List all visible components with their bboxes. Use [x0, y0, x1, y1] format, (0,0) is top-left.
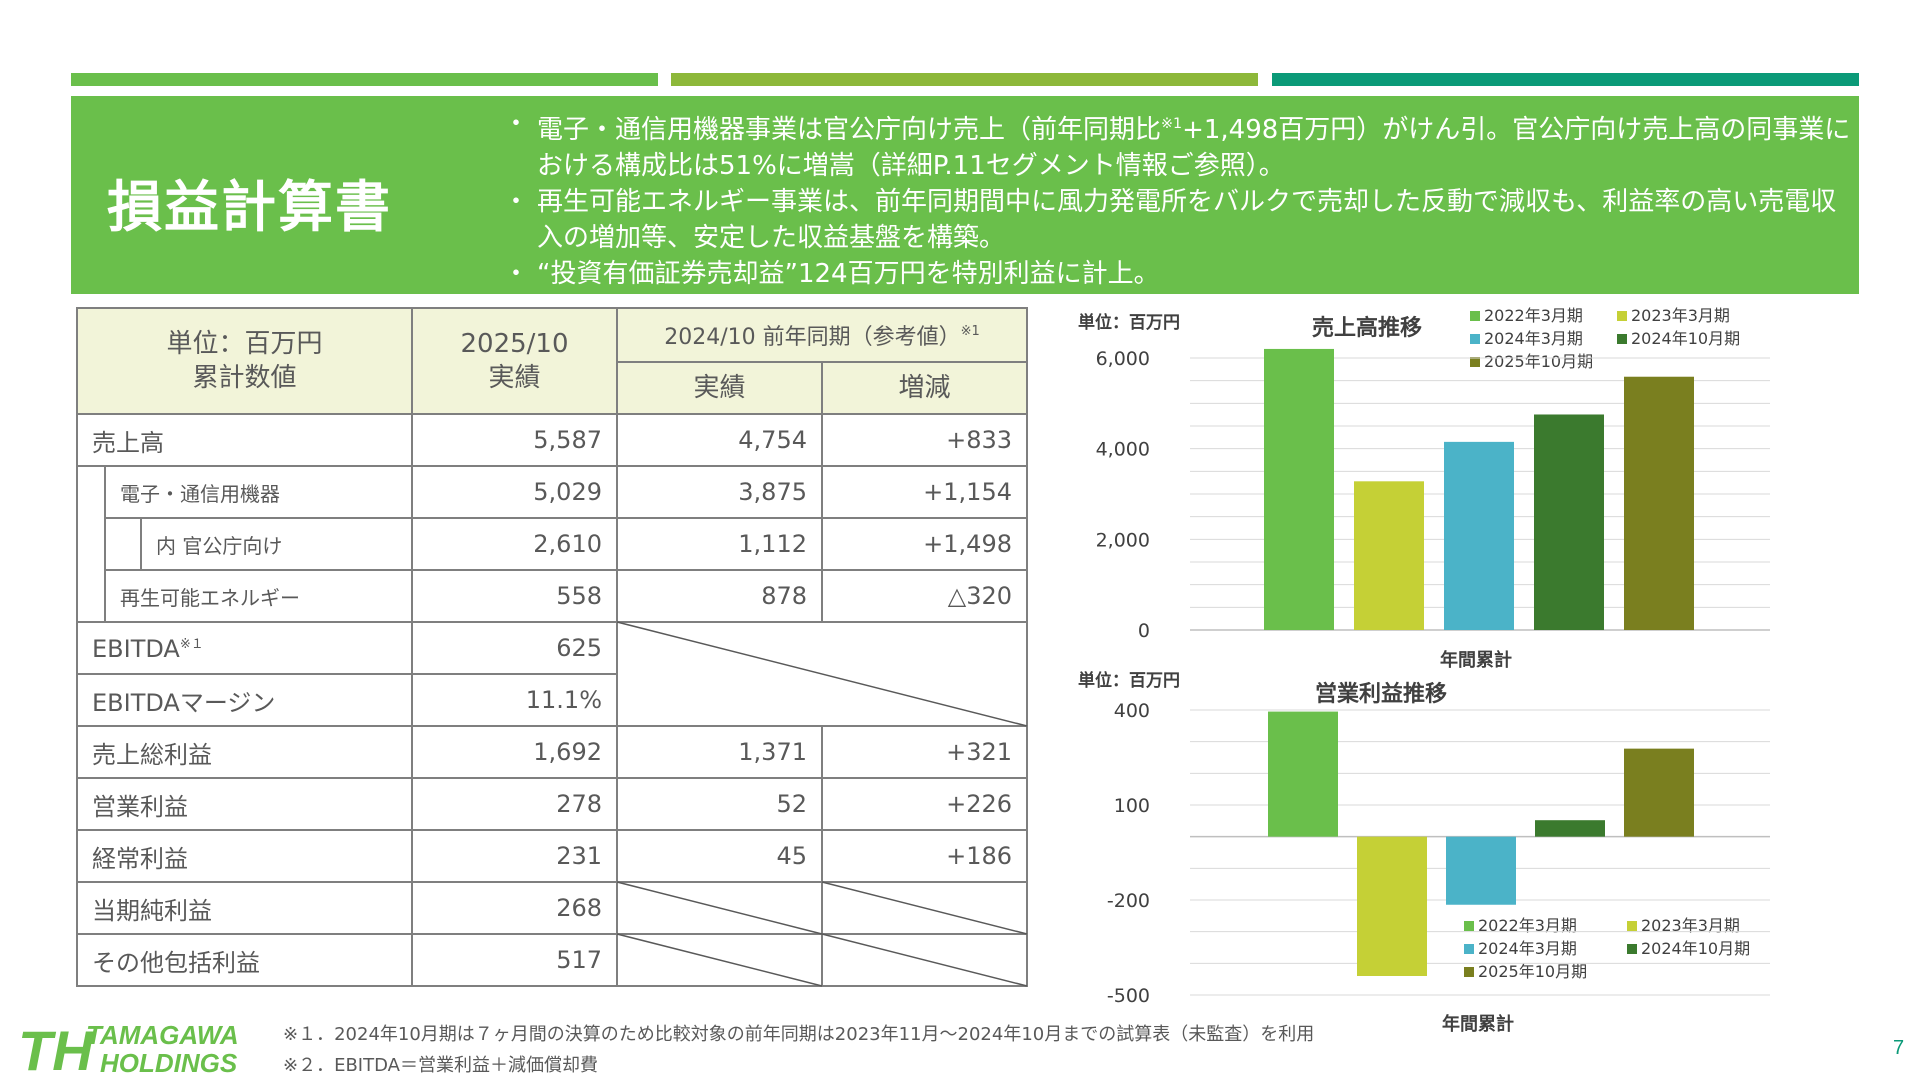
y-tick-label: 0: [1138, 620, 1150, 642]
header-change-cell: 増減: [821, 361, 1028, 415]
legend-label: 2022年3月期: [1484, 306, 1583, 325]
legend-item: 2024年3月期: [1464, 935, 1577, 959]
bar-1: [1264, 348, 1334, 630]
top-accent-bar-teal: [1272, 73, 1859, 86]
y-tick-label: 2,000: [1096, 529, 1150, 551]
company-logo: TH TAMAGAWA HOLDINGS: [18, 1019, 268, 1082]
legend-label: 2022年3月期: [1478, 916, 1577, 935]
table-row: 売上高 5,587 4,754 +833: [76, 413, 1028, 467]
sales-chart-title: 売上高推移: [1312, 316, 1423, 341]
op-chart-xlabel: 年間累計: [1442, 1014, 1514, 1035]
legend-swatch: [1617, 334, 1627, 344]
bar-4: [1534, 414, 1604, 630]
page-title: 損益計算書: [107, 175, 393, 239]
table-row: 営業利益 278 52 +226: [76, 777, 1028, 831]
bar-4: [1535, 820, 1605, 837]
legend-label: 2024年3月期: [1478, 939, 1577, 958]
legend-swatch: [1627, 944, 1637, 954]
footnote-1: ※１．2024年10月期は７ヶ月間の決算のため比較対象の前年同期は2023年11…: [283, 1024, 1315, 1045]
legend-item: 2024年10月期: [1627, 935, 1750, 959]
bar-3: [1444, 441, 1514, 630]
footnotes: ※１．2024年10月期は７ヶ月間の決算のため比較対象の前年同期は2023年11…: [283, 1019, 1314, 1081]
header-banner: 損益計算書 ・電子・通信用機器事業は官公庁向け売上（前年同期比※1+1,498百…: [71, 96, 1859, 294]
header-prior-cell: 2024/10 前年同期（参考値）※1: [616, 307, 1028, 363]
table-row: 電子・通信用機器 5,029 3,875 +1,154: [76, 465, 1028, 623]
page-number: 7: [1893, 1037, 1905, 1059]
header-current-cell: 2025/10 実績: [411, 307, 618, 415]
legend-item: 2023年3月期: [1627, 912, 1740, 936]
y-tick-label: -200: [1107, 890, 1150, 912]
op-chart-unit: 単位：百万円: [1078, 671, 1180, 691]
legend-item: 2022年3月期: [1470, 302, 1583, 326]
summary-bullets: ・電子・通信用機器事業は官公庁向け売上（前年同期比※1+1,498百万円）がけん…: [503, 106, 1853, 292]
y-tick-label: -500: [1107, 985, 1150, 1007]
legend-item: 2025年10月期: [1464, 958, 1587, 982]
table-row: 売上総利益 1,692 1,371 +321: [76, 725, 1028, 779]
income-statement-table: 単位：百万円 累計数値 2025/10 実績 2024/10 前年同期（参考値）※1…: [76, 307, 1028, 987]
legend-item: 2025年10月期: [1470, 348, 1593, 372]
logo-line1: TAMAGAWA: [86, 1020, 239, 1050]
legend-swatch: [1627, 921, 1637, 931]
legend-label: 2025年10月期: [1484, 352, 1594, 371]
legend-swatch: [1470, 334, 1480, 344]
legend-label: 2025年10月期: [1478, 962, 1588, 981]
legend-label: 2023年3月期: [1631, 306, 1730, 325]
y-tick-label: 100: [1114, 795, 1150, 817]
header-actual-cell: 実績: [616, 361, 823, 415]
table-row: 経常利益 231 45 +186: [76, 829, 1028, 883]
sales-chart-unit: 単位：百万円: [1078, 313, 1180, 333]
sales-chart-xlabel: 年間累計: [1440, 650, 1512, 671]
legend-swatch: [1464, 967, 1474, 977]
legend-item: 2023年3月期: [1617, 302, 1730, 326]
bar-2: [1354, 481, 1424, 630]
logo-mark: TH: [18, 1020, 94, 1078]
y-tick-label: 400: [1114, 700, 1150, 722]
legend-label: 2024年10月期: [1641, 939, 1751, 958]
y-tick-label: 4,000: [1096, 439, 1150, 461]
legend-swatch: [1617, 311, 1627, 321]
bar-1: [1268, 711, 1338, 837]
legend-swatch: [1464, 921, 1474, 931]
top-accent-bar-green: [71, 73, 658, 86]
bar-2: [1357, 836, 1427, 976]
bullet-item: ・電子・通信用機器事業は官公庁向け売上（前年同期比※1+1,498百万円）がけん…: [503, 109, 1851, 181]
legend-swatch: [1470, 311, 1480, 321]
table-row: EBITDAマージン 11.1%: [76, 673, 1027, 727]
y-tick-label: 6,000: [1096, 348, 1150, 370]
table-row: 再生可能エネルギー 558 878 △320: [77, 569, 1028, 623]
legend-item: 2022年3月期: [1464, 912, 1577, 936]
bullet-item: ・再生可能エネルギー事業は、前年同期間中に風力発電所をバルクで売却した反動で減収…: [503, 187, 1837, 253]
legend-swatch: [1464, 944, 1474, 954]
top-accent-bar-lime: [671, 73, 1258, 86]
header-unit-cell: 単位：百万円 累計数値: [76, 307, 413, 415]
table-row: 内 官公庁向け 2,610 1,112 +1,498: [77, 517, 1028, 571]
legend-label: 2024年10月期: [1631, 329, 1741, 348]
footnote-2: ※２．EBITDA＝営業利益＋減価償却費: [283, 1055, 598, 1076]
legend-item: 2024年10月期: [1617, 325, 1740, 349]
legend-label: 2024年3月期: [1484, 329, 1583, 348]
bar-5: [1624, 748, 1694, 837]
op-chart-title: 営業利益推移: [1315, 682, 1448, 707]
legend-item: 2024年3月期: [1470, 325, 1583, 349]
bullet-item: ・ “投資有価証券売却益”124百万円を特別利益に計上。: [503, 259, 1160, 289]
bar-5: [1624, 376, 1694, 630]
legend-label: 2023年3月期: [1641, 916, 1740, 935]
logo-line2: HOLDINGS: [100, 1048, 238, 1078]
legend-swatch: [1470, 357, 1480, 367]
bar-3: [1446, 836, 1516, 905]
